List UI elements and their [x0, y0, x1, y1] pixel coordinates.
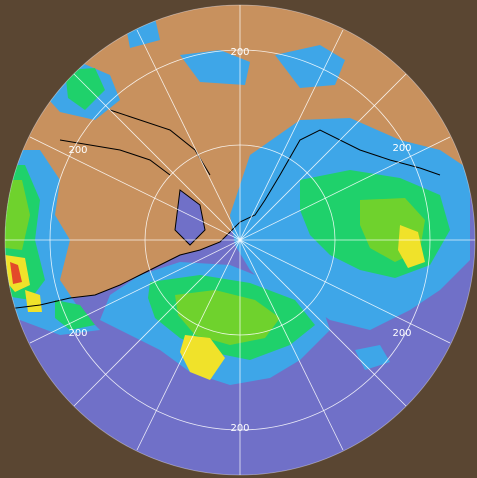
precip-intense — [10, 262, 22, 284]
range-labels: 200 200 200 200 200 200 200 — [68, 47, 411, 434]
land-area — [5, 5, 475, 310]
range-label-south: 200 — [230, 423, 249, 434]
range-radials — [5, 5, 475, 475]
range-label-north: 200 — [230, 47, 249, 58]
inlet — [175, 190, 205, 245]
range-label-east: 200 — [392, 328, 411, 339]
range-label-northwest: 200 — [68, 145, 87, 156]
range-label-southwest: 200 — [68, 328, 87, 339]
range-label-northeast: 200 — [392, 143, 411, 154]
